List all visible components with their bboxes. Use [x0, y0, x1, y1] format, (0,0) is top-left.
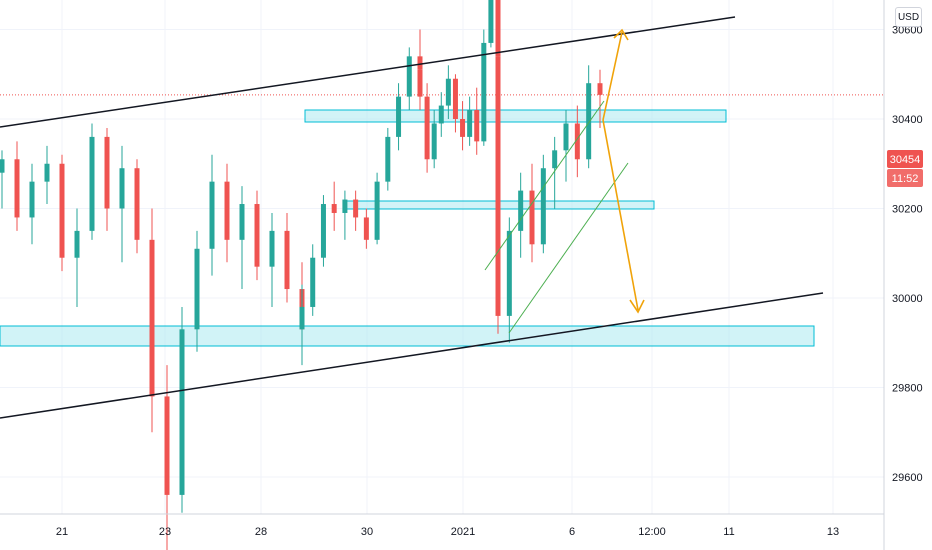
candle-body: [385, 136, 391, 182]
candle-body: [597, 83, 603, 95]
candle-body: [44, 163, 50, 182]
candle-body: [540, 168, 546, 245]
lower-channel-line: [0, 292, 824, 419]
candle-body: [586, 83, 592, 160]
y-tick-label: 30400: [892, 114, 923, 126]
candle-body: [481, 42, 487, 142]
current-price-tag: [887, 150, 923, 168]
candle-body: [331, 204, 337, 213]
bearish-arrow: [602, 119, 639, 311]
candle-body: [310, 257, 316, 307]
candles: [0, 0, 603, 550]
candle-body: [424, 96, 430, 160]
candle-body: [134, 168, 140, 240]
grid: [0, 0, 884, 514]
y-tick-label: 29600: [892, 472, 923, 484]
candle-body: [29, 181, 35, 218]
candle-body: [164, 396, 170, 495]
countdown-tag: [887, 169, 923, 187]
x-tick-label: 21: [56, 526, 68, 538]
candle-body: [506, 230, 512, 316]
candle-body: [119, 168, 125, 209]
sub-channel-lower: [508, 162, 629, 334]
candle-body: [0, 159, 5, 173]
candle-body: [209, 181, 215, 249]
current-price-label: 30454: [890, 154, 921, 166]
countdown-label: 11:52: [892, 173, 919, 185]
upper-channel-line: [0, 16, 736, 128]
trend-lines: [0, 16, 824, 419]
x-tick-label: 2021: [451, 526, 475, 538]
candle-body: [467, 110, 473, 137]
support-resistance-zone: [0, 325, 815, 347]
candle-body: [224, 181, 230, 240]
candle-body: [495, 56, 501, 316]
candle-body: [320, 204, 326, 258]
candle-body: [239, 204, 245, 240]
x-tick-label: 12:00: [638, 526, 666, 538]
x-tick-label: 23: [159, 526, 171, 538]
candle-body: [254, 204, 260, 267]
candle-body: [74, 230, 80, 258]
candle-body: [518, 190, 524, 231]
candle-body: [363, 217, 369, 240]
candle-body: [269, 230, 275, 267]
candle-body: [452, 78, 458, 119]
candle-body: [149, 239, 155, 397]
candle-body: [438, 105, 444, 124]
candle-body: [284, 230, 290, 290]
price-axis[interactable]: 2940029600298003000030200304003060030800: [892, 0, 923, 550]
x-tick-label: 6: [569, 526, 575, 538]
candle-body: [460, 119, 466, 137]
sub-channel-upper: [484, 100, 605, 271]
bullish-arrow: [602, 31, 623, 121]
candle-body: [495, 0, 501, 57]
x-tick-label: 28: [255, 526, 267, 538]
candle-body: [574, 123, 580, 160]
x-tick-label: 13: [827, 526, 839, 538]
zones: [0, 94, 884, 347]
candle-body: [488, 0, 494, 43]
price-tags: 30454 11:52: [887, 150, 923, 187]
candle-body: [396, 96, 402, 137]
y-tick-label: 30600: [892, 25, 923, 37]
candle-body: [474, 110, 480, 142]
candle-body: [445, 78, 451, 106]
y-tick-label: 30200: [892, 204, 923, 216]
candle-body: [406, 56, 412, 97]
candle-body: [179, 329, 185, 495]
candle-body: [342, 199, 348, 213]
y-tick-label: 30000: [892, 293, 923, 305]
y-tick-label: 29800: [892, 383, 923, 395]
support-resistance-zone: [304, 109, 727, 123]
bearish-arrow-head: [629, 299, 645, 314]
candle-body: [417, 69, 423, 97]
candle-body: [563, 123, 569, 151]
candle-body: [431, 123, 437, 160]
x-tick-label: 11: [723, 526, 734, 538]
candle-body: [59, 163, 65, 258]
candle-body: [104, 136, 110, 209]
candle-body: [552, 150, 558, 169]
bullish-arrow-head: [613, 28, 629, 41]
candle-body: [529, 190, 535, 245]
candle-body: [353, 199, 359, 218]
candle-body: [299, 306, 305, 330]
x-tick-label: 30: [361, 526, 373, 538]
candle-body: [14, 159, 20, 218]
candle-body: [194, 248, 200, 330]
candle-body: [374, 181, 380, 240]
candle-body: [89, 136, 95, 231]
currency-button[interactable]: USD: [895, 7, 922, 27]
time-axis[interactable]: 21 23 28 30 2021 6 12:00 11 13: [56, 526, 839, 538]
